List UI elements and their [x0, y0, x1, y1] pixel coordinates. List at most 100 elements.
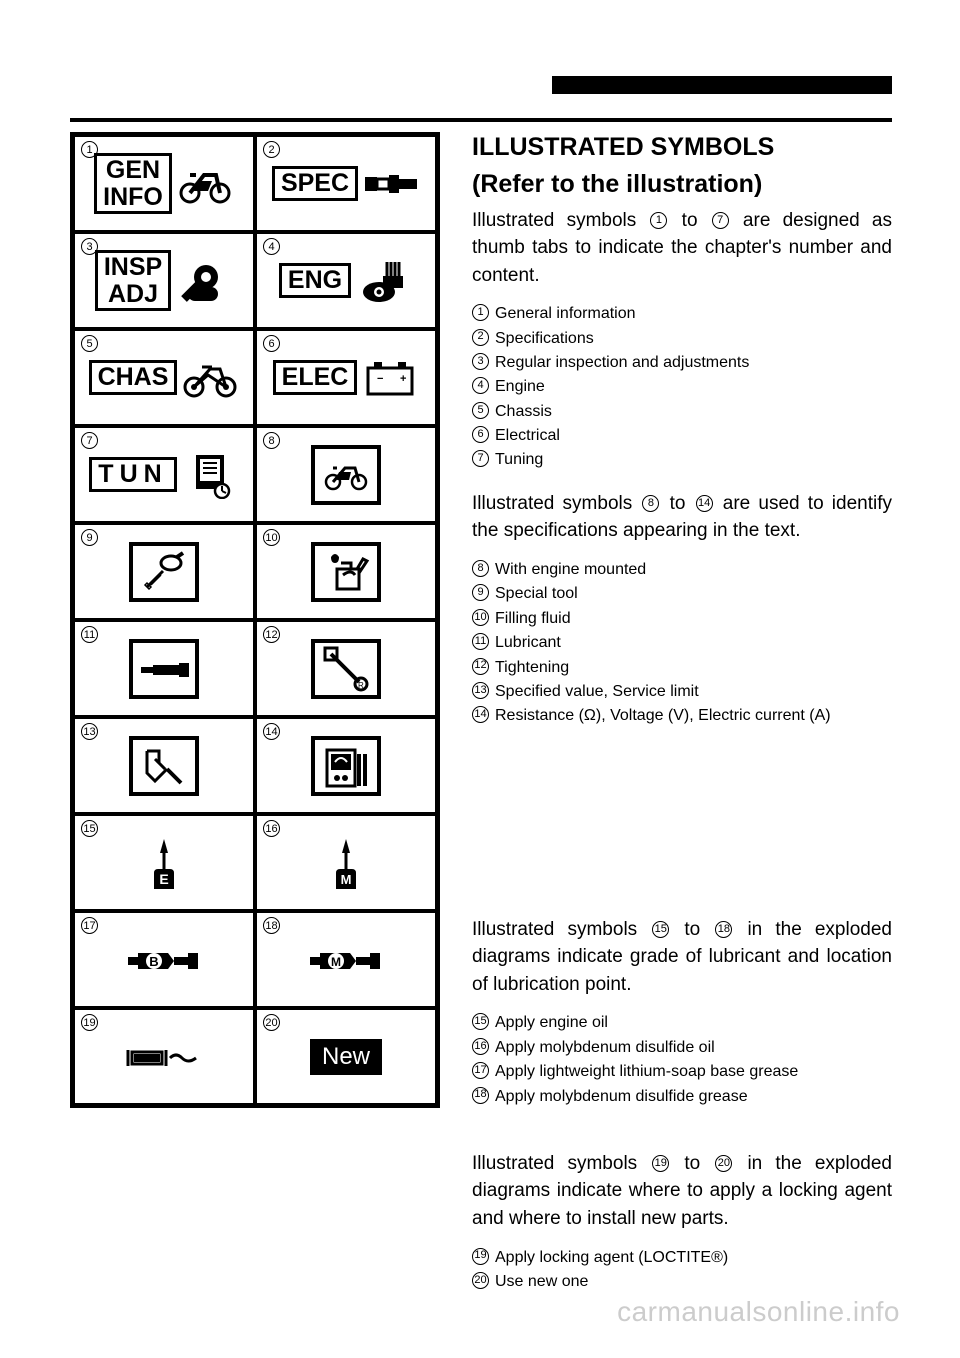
cell-number: 12 [263, 626, 280, 643]
cell-lithium-grease: 17 B [73, 911, 255, 1008]
svg-text:+: + [400, 373, 406, 385]
chapter-label: SPEC [281, 170, 349, 196]
item-number: 3 [472, 353, 489, 370]
cell-specified-value: 13 [73, 717, 255, 814]
cell-lubricant: 11 [73, 620, 255, 717]
svg-text:E: E [159, 871, 168, 887]
cell-number: 19 [81, 1014, 98, 1031]
section4-para: Illustrated symbols 19 to 20 in the expl… [472, 1150, 892, 1233]
list-item: 10Filling fluid [472, 608, 892, 630]
cell-engine-mounted: 8 [255, 426, 437, 523]
cell-number: 9 [81, 529, 98, 546]
list-item: 13Specified value, Service limit [472, 681, 892, 703]
item-text: Regular inspection and adjustments [495, 352, 749, 374]
inline-ref: 7 [712, 212, 729, 229]
list-item: 16Apply molybdenum disulfide oil [472, 1037, 892, 1059]
cell-moly-grease: 18 M [255, 911, 437, 1008]
item-text: Chassis [495, 401, 552, 423]
oil-drop-e-icon: E [142, 833, 186, 893]
cell-number: 6 [263, 335, 280, 352]
chassis-icon [179, 350, 241, 406]
heading-line1: ILLUSTRATED SYMBOLS [472, 132, 892, 163]
chapter-label: ELEC [282, 364, 349, 390]
chapter-label: ENG [288, 267, 342, 293]
cell-eng: 4 ENG [255, 232, 437, 329]
inline-ref: 19 [652, 1155, 669, 1172]
chapter-tab: TUN [89, 457, 176, 491]
cell-number: 20 [263, 1014, 280, 1031]
cell-spec: 2 SPEC [255, 135, 437, 232]
svg-text:B: B [149, 954, 158, 969]
item-number: 12 [472, 658, 489, 675]
tuning-icon [179, 447, 241, 503]
list-item: 20Use new one [472, 1271, 892, 1293]
svg-text:−: − [377, 373, 383, 385]
chapter-label: TUN [98, 461, 167, 487]
list-item: 1General information [472, 303, 892, 325]
item-text: Apply engine oil [495, 1012, 608, 1034]
list-item: 4Engine [472, 376, 892, 398]
cell-insp-adj: 3 INSP ADJ [73, 232, 255, 329]
cell-number: 8 [263, 432, 280, 449]
inline-ref: 14 [696, 495, 713, 512]
item-number: 2 [472, 329, 489, 346]
cell-number: 10 [263, 529, 280, 546]
list-item: 15Apply engine oil [472, 1012, 892, 1034]
item-number: 19 [472, 1248, 489, 1265]
cell-number: 1 [81, 141, 98, 158]
chapter-label: ADJ [108, 281, 158, 307]
cell-moly-oil: 16 M [255, 814, 437, 911]
item-text: Tightening [495, 657, 569, 679]
list-item: 14Resistance (Ω), Voltage (V), Electric … [472, 705, 892, 727]
engine-icon [353, 253, 415, 309]
cell-number: 2 [263, 141, 280, 158]
chapter-label: GEN [106, 157, 160, 183]
micrometer-icon [360, 156, 422, 212]
list-item: 7 Tuning [472, 449, 892, 471]
cell-engine-oil: 15 E [73, 814, 255, 911]
svg-text:M: M [341, 872, 352, 887]
chapter-tab: ENG [279, 263, 351, 297]
list-item: 5Chassis [472, 401, 892, 423]
text-column: ILLUSTRATED SYMBOLS (Refer to the illust… [440, 132, 892, 1258]
list-item: 17Apply lightweight lithium-soap base gr… [472, 1061, 892, 1083]
oil-drop-m-icon: M [324, 833, 368, 893]
list-item: 3 Regular inspection and adjustments [472, 352, 892, 374]
item-text: Apply locking agent (LOCTITE®) [495, 1247, 728, 1269]
cell-resistance: 14 [255, 717, 437, 814]
special-tool-icon [129, 542, 199, 602]
list-item: 19 Apply locking agent (LOCTITE®) [472, 1247, 892, 1269]
section2-para: Illustrated symbols 8 to 14 are used to … [472, 490, 892, 545]
item-number: 18 [472, 1087, 489, 1104]
list-item: 6Electrical [472, 425, 892, 447]
multimeter-icon [311, 736, 381, 796]
item-number: 14 [472, 706, 489, 723]
item-text: Apply molybdenum disulfide oil [495, 1037, 715, 1059]
item-text: With engine mounted [495, 559, 646, 581]
chapter-label: CHAS [98, 364, 169, 390]
grease-gun-b-icon: B [124, 943, 204, 977]
item-number: 13 [472, 682, 489, 699]
item-text: Electrical [495, 425, 560, 447]
item-text: General information [495, 303, 636, 325]
inline-ref: 1 [650, 212, 667, 229]
list-item: 18Apply molybdenum disulfide grease [472, 1086, 892, 1108]
item-number: 7 [472, 450, 489, 467]
section4-list: 19 Apply locking agent (LOCTITE®) 20Use n… [472, 1247, 892, 1294]
new-badge: New [310, 1039, 382, 1075]
item-number: 10 [472, 609, 489, 626]
item-text: Lubricant [495, 632, 561, 654]
item-number: 11 [472, 633, 489, 650]
cell-number: 13 [81, 723, 98, 740]
cell-number: 5 [81, 335, 98, 352]
item-number: 8 [472, 560, 489, 577]
cell-number: 17 [81, 917, 98, 934]
symbol-table-column: 1 GEN INFO 2 SPEC 3 [70, 132, 440, 1258]
cell-elec: 6 ELEC − + [255, 329, 437, 426]
page-top-rule [70, 92, 892, 122]
item-text: Tuning [495, 449, 543, 471]
chapter-label: INSP [104, 254, 162, 280]
cell-tun: 7 TUN [73, 426, 255, 523]
section1-para: Illustrated symbols 1 to 7 are designed … [472, 207, 892, 290]
inline-ref: 20 [715, 1155, 732, 1172]
